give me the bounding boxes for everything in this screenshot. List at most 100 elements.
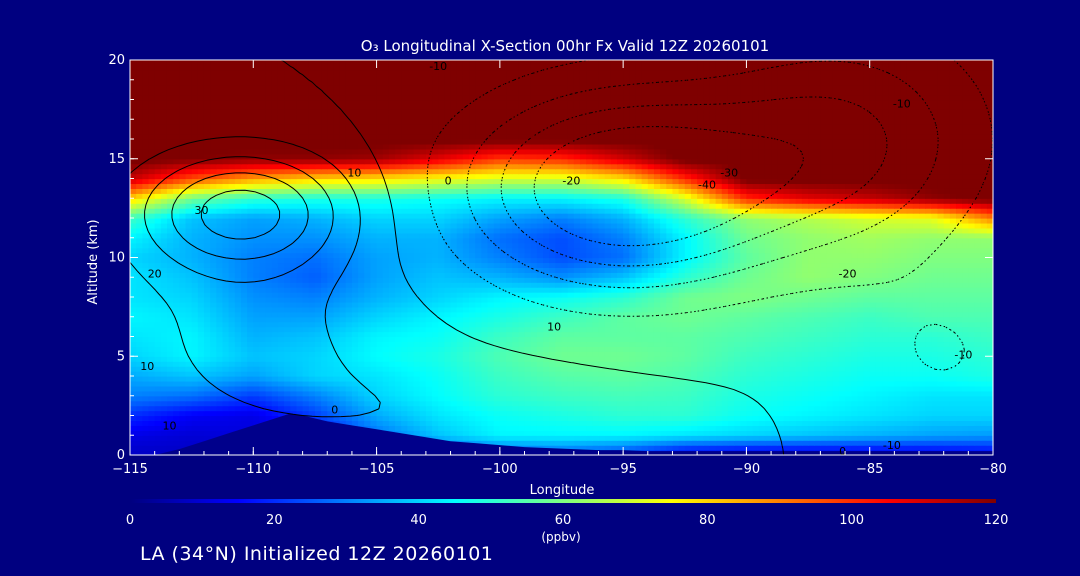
heatmap-cell xyxy=(333,326,341,333)
heatmap-cell xyxy=(530,420,538,426)
heatmap-cell xyxy=(746,311,754,318)
heatmap-cell xyxy=(875,326,883,333)
heatmap-cell xyxy=(838,361,846,367)
heatmap-cell xyxy=(234,311,242,318)
heatmap-cell xyxy=(321,380,328,387)
heatmap-cell xyxy=(419,356,427,362)
heatmap-cell xyxy=(845,282,852,288)
heatmap-cell xyxy=(499,282,507,288)
heatmap-cell xyxy=(302,341,310,347)
heatmap-cell xyxy=(882,430,889,436)
heatmap-cell xyxy=(962,385,969,392)
heatmap-cell xyxy=(487,346,495,352)
heatmap-cell xyxy=(740,321,748,328)
heatmap-cell xyxy=(851,306,858,313)
heatmap-cell xyxy=(376,316,384,323)
heatmap-cell xyxy=(931,425,939,431)
heatmap-cell xyxy=(974,440,982,446)
heatmap-cell xyxy=(931,306,939,313)
heatmap-cell xyxy=(660,435,667,441)
heatmap-cell xyxy=(462,420,470,426)
heatmap-cell xyxy=(543,346,550,352)
heatmap-cell xyxy=(413,420,421,426)
heatmap-cell xyxy=(518,277,526,283)
heatmap-cell xyxy=(401,356,408,362)
heatmap-cell xyxy=(962,331,969,338)
heatmap-cell xyxy=(820,301,828,308)
heatmap-cell xyxy=(956,395,963,402)
heatmap-cell xyxy=(703,440,711,446)
heatmap-cell xyxy=(179,380,187,387)
heatmap-cell xyxy=(136,415,143,422)
heatmap-cell xyxy=(351,361,359,367)
heatmap-cell xyxy=(752,331,760,338)
heatmap-cell xyxy=(173,430,180,436)
heatmap-cell xyxy=(900,361,908,367)
heatmap-cell xyxy=(974,341,982,347)
heatmap-cell xyxy=(308,282,316,288)
heatmap-cell xyxy=(888,336,895,343)
heatmap-cell xyxy=(253,306,261,313)
heatmap-cell xyxy=(228,287,236,293)
heatmap-cell xyxy=(247,400,254,407)
heatmap-cell xyxy=(912,306,920,313)
heatmap-cell xyxy=(697,420,704,426)
heatmap-cell xyxy=(629,277,637,283)
heatmap-cell xyxy=(906,306,914,313)
heatmap-cell xyxy=(469,282,476,288)
heatmap-cell xyxy=(166,326,174,333)
heatmap-cell xyxy=(931,400,939,407)
heatmap-cell xyxy=(974,380,982,387)
heatmap-cell xyxy=(616,430,624,436)
heatmap-cell xyxy=(598,390,606,397)
heatmap-cell xyxy=(512,287,519,293)
heatmap-cell xyxy=(444,351,452,357)
heatmap-cell xyxy=(284,400,291,407)
heatmap-cell xyxy=(820,385,828,392)
heatmap-cell xyxy=(684,415,692,422)
heatmap-cell xyxy=(783,321,791,328)
heatmap-cell xyxy=(555,356,563,362)
heatmap-cell xyxy=(906,361,914,367)
heatmap-cell xyxy=(284,380,291,387)
heatmap-cell xyxy=(555,341,563,347)
heatmap-cell xyxy=(154,440,162,446)
heatmap-cell xyxy=(814,297,821,303)
heatmap-cell xyxy=(265,277,273,283)
heatmap-cell xyxy=(185,336,193,343)
heatmap-cell xyxy=(345,287,353,293)
heatmap-cell xyxy=(308,287,316,293)
heatmap-cell xyxy=(197,376,205,382)
heatmap-cell xyxy=(592,380,600,387)
heatmap-cell xyxy=(734,385,741,392)
heatmap-cell xyxy=(407,316,415,323)
heatmap-cell xyxy=(536,435,544,441)
heatmap-cell xyxy=(321,336,328,343)
heatmap-cell xyxy=(801,420,809,426)
heatmap-cell xyxy=(653,440,661,446)
heatmap-cell xyxy=(543,297,550,303)
heatmap-cell xyxy=(253,346,261,352)
heatmap-cell xyxy=(592,420,600,426)
heatmap-cell xyxy=(382,415,390,422)
heatmap-cell xyxy=(845,415,852,422)
heatmap-cell xyxy=(943,430,951,436)
heatmap-cell xyxy=(660,410,667,417)
heatmap-cell xyxy=(900,435,908,441)
heatmap-cell xyxy=(364,336,371,343)
heatmap-cell xyxy=(536,400,544,407)
heatmap-cell xyxy=(524,405,532,412)
heatmap-cell xyxy=(425,410,433,417)
heatmap-cell xyxy=(339,331,347,338)
heatmap-cell xyxy=(758,282,766,288)
heatmap-cell xyxy=(160,287,168,293)
heatmap-cell xyxy=(598,282,606,288)
heatmap-cell xyxy=(296,316,304,323)
heatmap-cell xyxy=(863,297,871,303)
heatmap-cell xyxy=(629,371,637,377)
heatmap-cell xyxy=(598,277,606,283)
heatmap-cell xyxy=(530,311,538,318)
heatmap-cell xyxy=(444,405,452,412)
heatmap-cell xyxy=(228,366,236,372)
heatmap-cell xyxy=(290,336,298,343)
